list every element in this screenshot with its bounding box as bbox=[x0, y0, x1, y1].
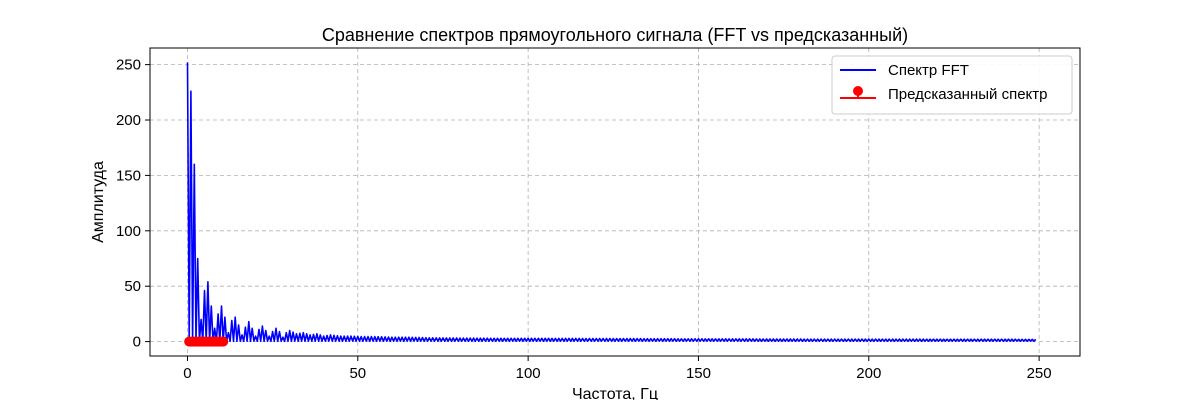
y-axis-title: Амплитуда bbox=[90, 161, 107, 243]
x-tick-label: 250 bbox=[1027, 365, 1052, 382]
legend-marker-predicted-dot bbox=[853, 86, 863, 96]
legend: Спектр FFT Предсказанный спектр bbox=[831, 55, 1073, 115]
legend-label-predicted: Предсказанный спектр bbox=[888, 86, 1047, 103]
y-tick-label: 50 bbox=[124, 278, 141, 295]
x-tick-label: 50 bbox=[349, 365, 366, 382]
plot-area-frame bbox=[149, 47, 1081, 357]
x-tick-label: 150 bbox=[686, 365, 711, 382]
fft-series bbox=[186, 62, 1037, 343]
y-tick-label: 100 bbox=[116, 223, 141, 240]
y-tick-label: 0 bbox=[133, 334, 141, 351]
x-tick-label: 100 bbox=[516, 365, 541, 382]
predicted-series bbox=[184, 336, 229, 347]
y-axis: 0 50 100 150 200 250 bbox=[116, 57, 150, 351]
y-tick-label: 250 bbox=[116, 57, 141, 74]
x-axis: 0 50 100 150 200 250 bbox=[183, 356, 1052, 382]
x-tick-label: 200 bbox=[856, 365, 881, 382]
legend-box bbox=[831, 55, 1073, 115]
predicted-point bbox=[218, 336, 229, 347]
x-axis-title: Частота, Гц bbox=[572, 386, 658, 400]
fft-spectrum-line bbox=[186, 62, 1037, 343]
chart-title: Сравнение спектров прямоугольного сигнал… bbox=[322, 25, 908, 45]
legend-label-fft: Спектр FFT bbox=[888, 62, 969, 79]
y-tick-label: 150 bbox=[116, 167, 141, 184]
x-tick-label: 0 bbox=[183, 365, 191, 382]
y-tick-label: 200 bbox=[116, 112, 141, 129]
